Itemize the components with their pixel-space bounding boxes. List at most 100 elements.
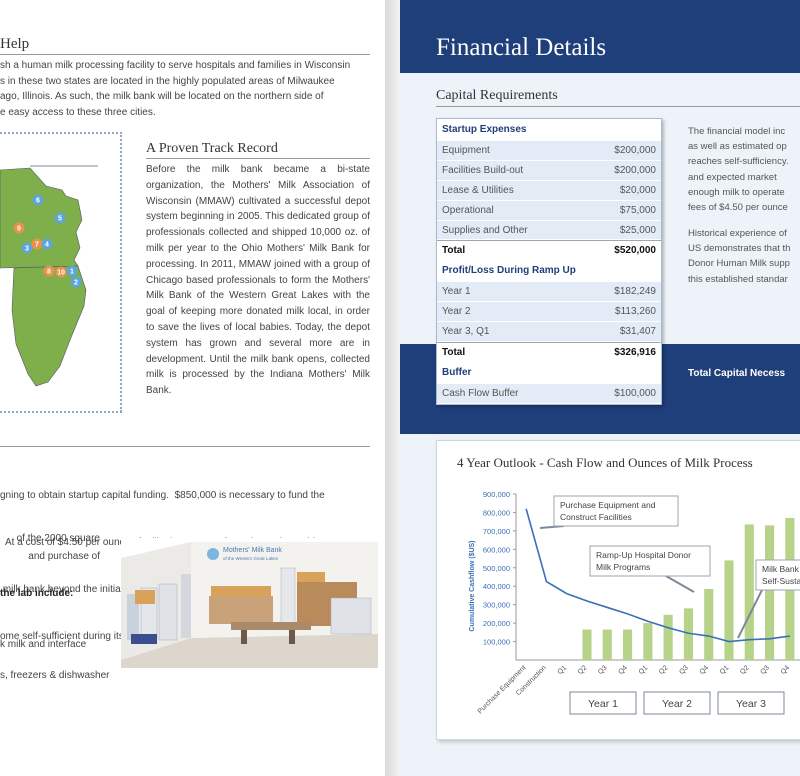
- intro-line: e easy access to these three cities.: [0, 106, 156, 118]
- lab-sign-text: Mothers' Milk Bank: [223, 547, 282, 554]
- table-row: Year 3, Q1 $31,407: [437, 322, 661, 343]
- year-box: [717, 691, 785, 715]
- dotted-frame-bottom: [0, 411, 122, 413]
- bar: [765, 525, 775, 660]
- table-row: Cash Flow Buffer $100,000: [437, 383, 661, 404]
- section-title-help: Help: [0, 36, 30, 52]
- side-line: and expected market: [688, 171, 777, 183]
- bar: [623, 629, 633, 660]
- page-title: Financial Details: [436, 34, 607, 61]
- intro-line: ago, Illinois. As such, the milk bank wi…: [0, 91, 324, 103]
- x-tick-label: Q4: [699, 664, 711, 676]
- year-label: Year 1: [588, 698, 618, 710]
- bar: [663, 614, 673, 660]
- cashflow-line: [525, 508, 790, 643]
- lab-line: and purchase of: [28, 551, 100, 562]
- bar: [704, 588, 714, 660]
- svg-text:7: 7: [35, 242, 39, 249]
- cashflow-chart: 100,000 200,000 300,000 400,000 500,000 600,0…: [469, 490, 800, 715]
- lab-item: k milk and interface: [0, 639, 87, 650]
- bar: [643, 623, 653, 660]
- side-line: Historical experience of: [688, 228, 787, 239]
- intro-line: s in these two states are located in the…: [0, 75, 335, 87]
- annotation-pointer: [665, 575, 695, 593]
- lab-line: of the 2000 square: [16, 533, 100, 544]
- x-tick-label: Q3: [597, 664, 609, 676]
- header-banner: Financial Details: [400, 0, 800, 73]
- map-marker: 1: [66, 265, 78, 277]
- table-row: Year 2 $113,260: [437, 302, 661, 323]
- dotted-frame-right: [120, 132, 122, 412]
- chart-title: 4 Year Outlook - Cash Flow and Ounces of…: [457, 455, 753, 470]
- annotation-box: [755, 559, 800, 591]
- dotted-frame-top: [0, 132, 122, 134]
- bar: [683, 608, 693, 660]
- map-marker: 9: [13, 222, 25, 234]
- lab-paragraph: of the 2000 square and purchase of: [0, 530, 100, 566]
- x-tick-label: Q1: [557, 664, 569, 676]
- page-gutter: [385, 0, 400, 776]
- table-section-header: Profit/Loss During Ramp Up: [437, 260, 661, 283]
- svg-text:3: 3: [25, 246, 29, 253]
- side-line: enough milk to operate: [688, 186, 785, 198]
- y-tick-label: 400,000: [483, 582, 510, 591]
- lab-sign-text: of the Western Great Lakes: [223, 556, 279, 561]
- table-row: Year 1 $182,249: [437, 282, 661, 303]
- map-marker: 6: [32, 194, 44, 206]
- map-marker: 4: [41, 238, 53, 250]
- section-rule: [0, 446, 370, 447]
- annotation-text: Milk Programs: [596, 562, 650, 572]
- svg-text:9: 9: [17, 226, 21, 233]
- map-marker: 3: [21, 242, 33, 254]
- y-tick-label: 100,000: [483, 638, 510, 647]
- annotation-box: [589, 545, 711, 577]
- annotation-pointer: [737, 589, 763, 639]
- side-paragraph: Historical experience of US demonstrates…: [688, 226, 790, 287]
- annotation-text: Purchase Equipment and: [560, 500, 656, 510]
- svg-text:5: 5: [58, 216, 62, 223]
- x-tick-label: Q4: [780, 664, 792, 676]
- svg-text:1: 1: [70, 269, 74, 276]
- track-title-rule: [146, 158, 370, 159]
- y-tick-label: 600,000: [483, 545, 510, 554]
- side-paragraph: The financial model inc as well as estim…: [688, 124, 789, 215]
- annotation-text: Milk Bank: [762, 564, 800, 574]
- y-tick-label: 200,000: [483, 619, 510, 628]
- intro-paragraph: sh a human milk processing facility to s…: [0, 58, 372, 120]
- map-marker: 8: [43, 265, 55, 277]
- x-tick-label: Q2: [739, 664, 751, 676]
- funding-line: gning to obtain startup capital funding.…: [0, 490, 325, 502]
- track-record-paragraph: Before the milk bank became a bi-state o…: [146, 164, 370, 397]
- y-tick-label: 300,000: [483, 601, 510, 610]
- table-row: Facilities Build-out $200,000: [437, 160, 661, 181]
- x-tick-label: Q2: [658, 664, 670, 676]
- side-line: this established standar: [688, 273, 788, 285]
- table-section-header: Buffer: [437, 361, 661, 384]
- x-tick-label: Q2: [577, 664, 589, 676]
- bar: [744, 524, 754, 660]
- map-marker: 2: [70, 276, 82, 288]
- side-line: fees of $4.50 per ounce: [688, 202, 788, 214]
- intro-line: sh a human milk processing facility to s…: [0, 60, 351, 71]
- y-tick-label: 500,000: [483, 564, 510, 573]
- annotation-box: [553, 495, 679, 527]
- capital-requirements-table: Startup Expenses Equipment $200,000 Facil…: [436, 118, 662, 405]
- side-line: Donor Human Milk supp: [688, 258, 790, 270]
- lab-rendering-image: Mothers' Milk Bank of the Western Great …: [121, 538, 378, 668]
- year-box: [643, 691, 711, 715]
- x-tick-label: Q1: [638, 664, 650, 676]
- x-tick-label: Q1: [719, 664, 731, 676]
- y-axis-label: Cumulative Cashflow ($US): [469, 540, 476, 631]
- table-total-row: Total $520,000: [437, 240, 661, 261]
- annotation-text: Ramp-Up Hospital Donor: [596, 550, 691, 560]
- x-tick-label: Q3: [759, 664, 771, 676]
- capital-requirements-title: Capital Requirements: [436, 88, 558, 103]
- side-line: as well as estimated op: [688, 141, 787, 153]
- year-label: Year 3: [736, 698, 766, 710]
- lab-heading: the lab include:: [0, 588, 74, 599]
- svg-text:4: 4: [45, 242, 49, 249]
- svg-text:6: 6: [36, 198, 40, 205]
- year-label: Year 2: [662, 698, 692, 710]
- wisconsin-illinois-map: 6 5 9 3 7 4 8 10 1 2: [0, 165, 98, 387]
- map-marker: 5: [54, 212, 66, 224]
